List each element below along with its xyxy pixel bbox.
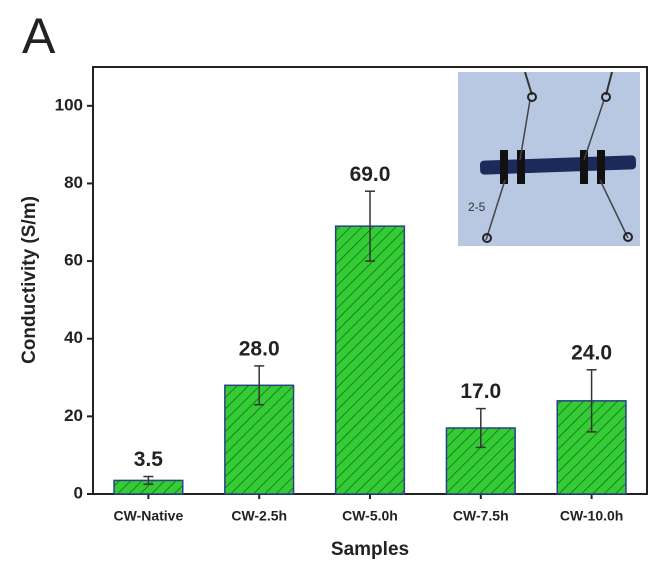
value-label: 17.0: [460, 380, 501, 403]
panel-label: A: [22, 8, 56, 64]
error-bar: [365, 190, 375, 262]
error-bar: [475, 407, 486, 449]
x-tick-label: CW-Native: [114, 508, 184, 524]
x-tick-label: CW-2.5h: [231, 508, 287, 524]
x-tick-label: CW-5.0h: [342, 508, 398, 524]
y-tick-label: 40: [64, 328, 83, 347]
error-bar: [143, 475, 154, 486]
y-tick-label: 20: [64, 406, 83, 425]
inset-photo: 2-5: [458, 71, 640, 246]
value-label: 69.0: [350, 163, 391, 186]
value-label: 28.0: [239, 337, 280, 360]
x-tick-label: CW-10.0h: [560, 508, 624, 524]
y-tick-label: 0: [74, 483, 83, 502]
value-label: 3.5: [134, 448, 164, 471]
y-axis-title: Conductivity (S/m): [19, 196, 40, 364]
y-tick-label: 100: [55, 95, 83, 114]
y-tick-label: 80: [64, 173, 83, 192]
bar: [334, 225, 406, 495]
y-tick-label: 60: [64, 251, 83, 270]
inset-text: 2-5: [468, 200, 486, 214]
x-axis-title: Samples: [331, 539, 409, 560]
error-bar: [586, 369, 597, 433]
error-bar: [254, 365, 265, 406]
value-label: 24.0: [571, 341, 612, 364]
x-tick-label: CW-7.5h: [453, 508, 509, 524]
